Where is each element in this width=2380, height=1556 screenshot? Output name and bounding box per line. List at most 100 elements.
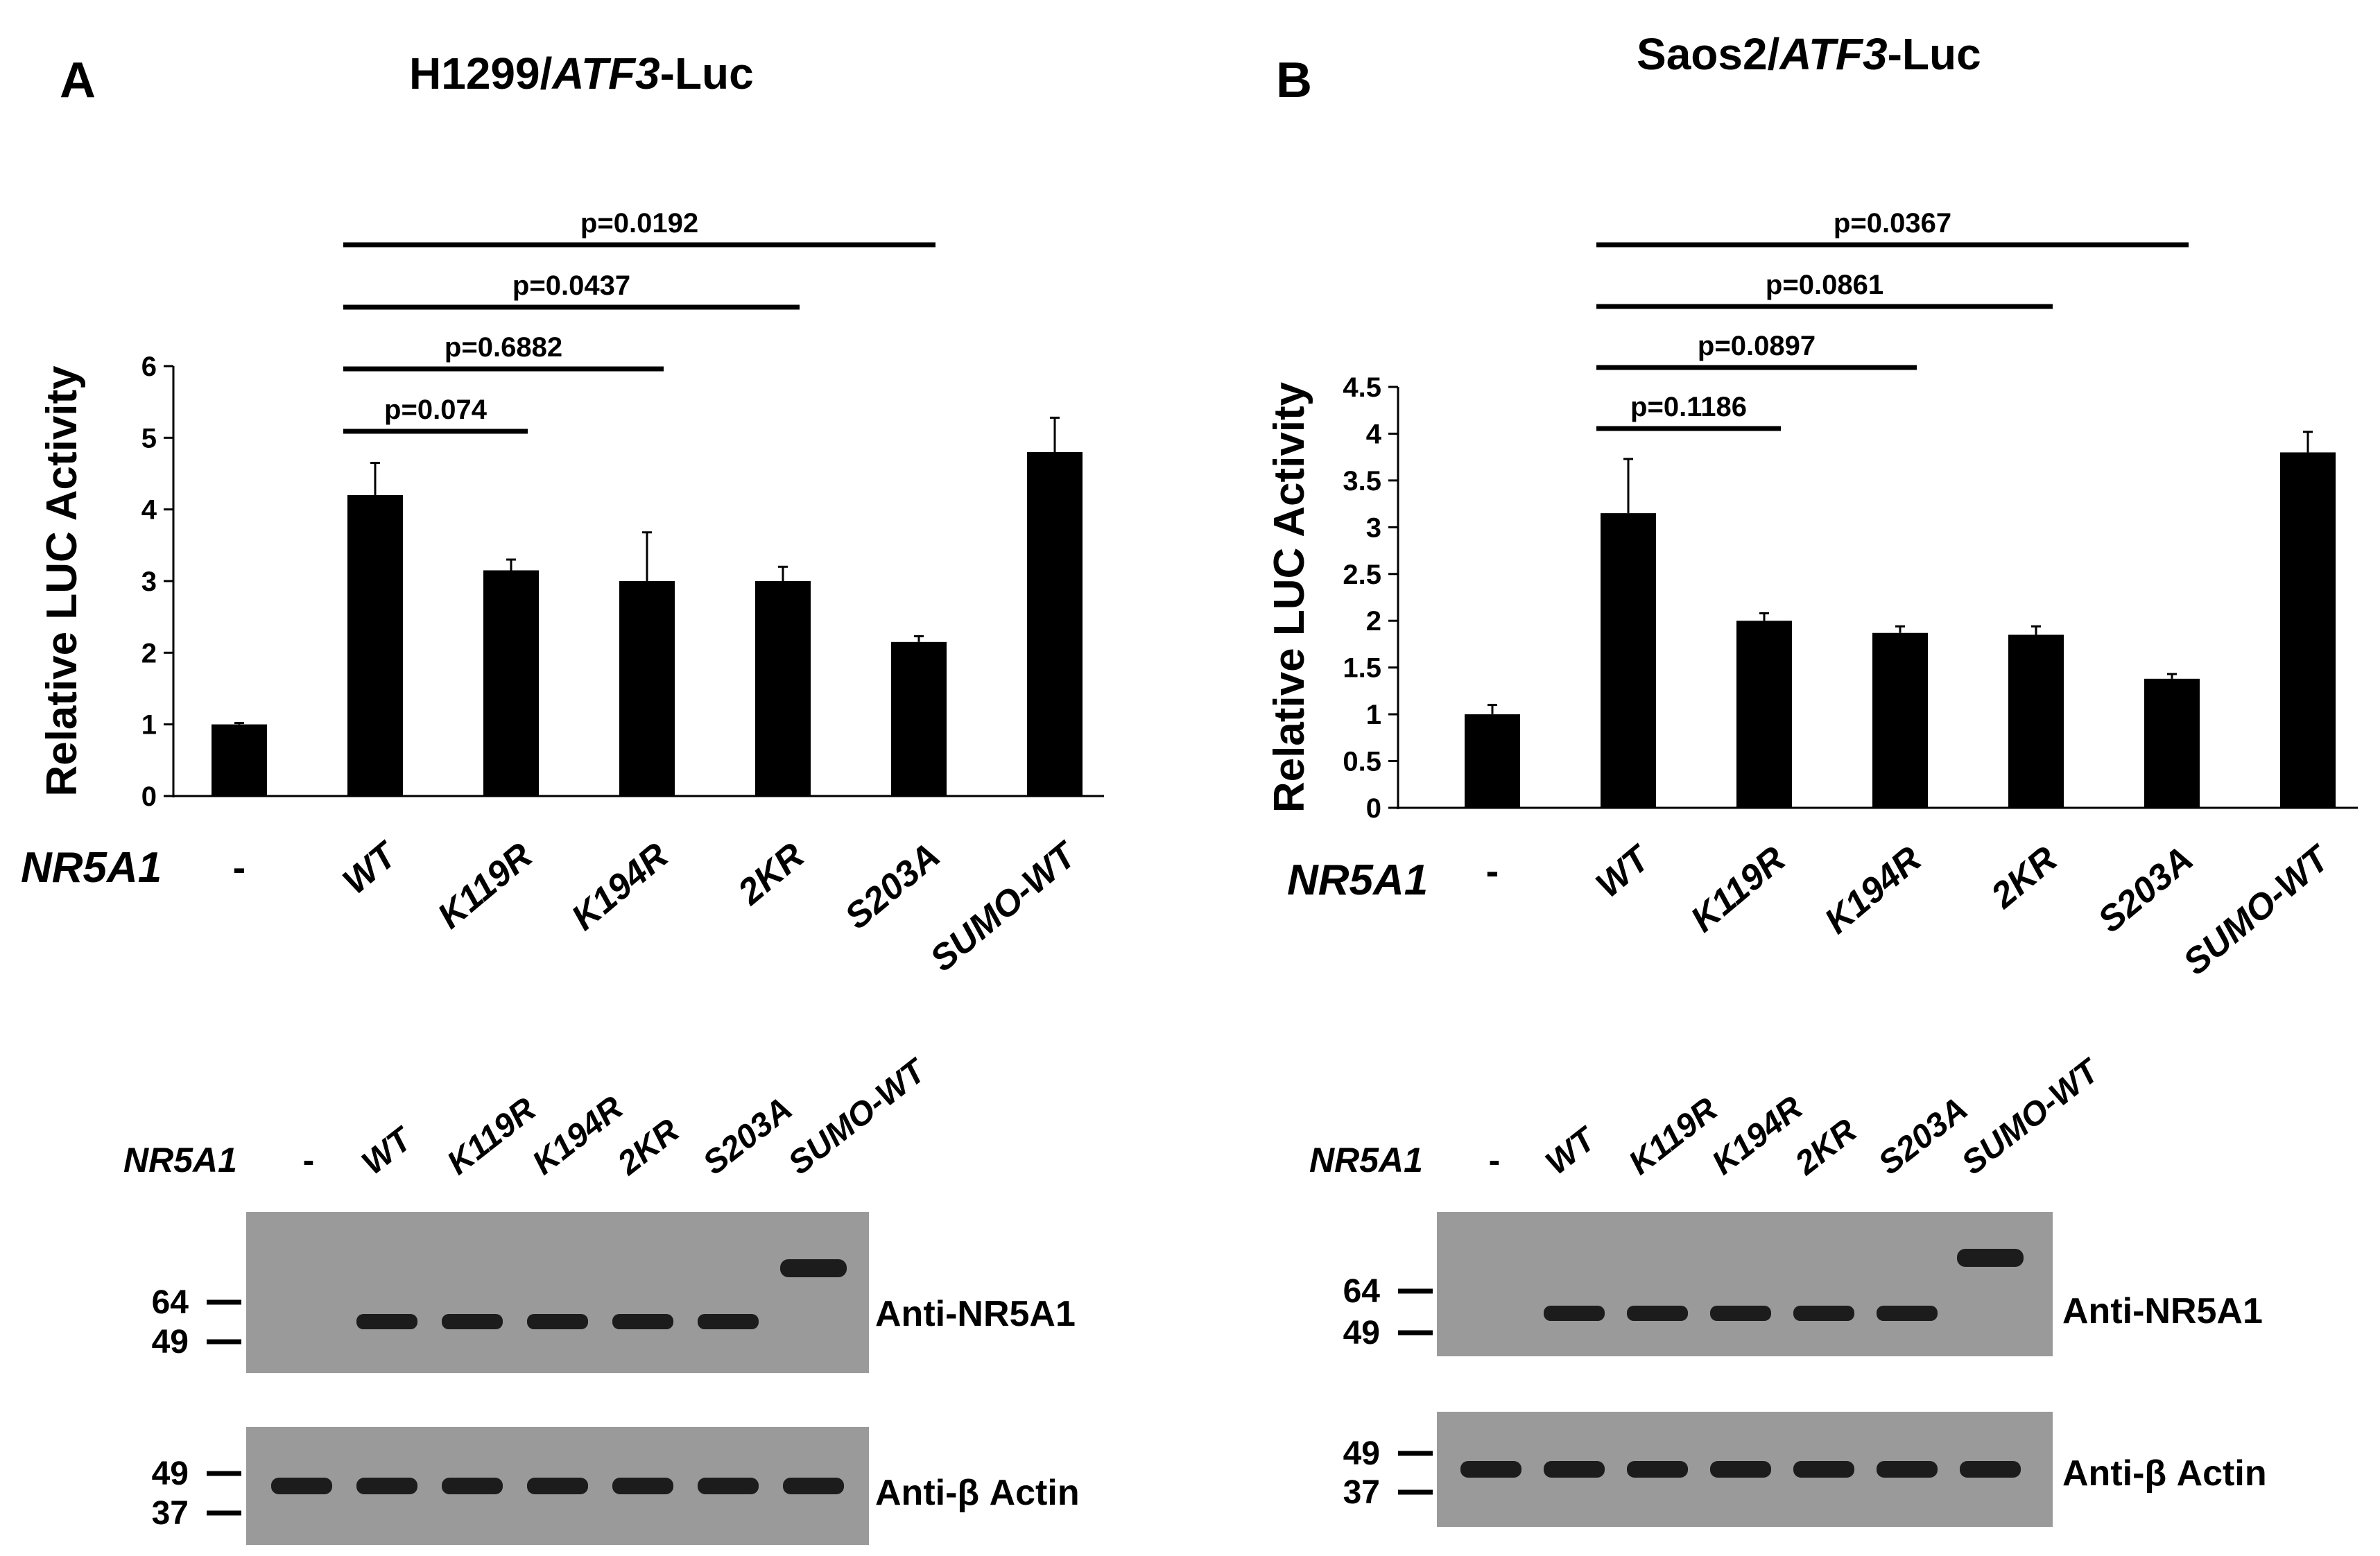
category-label: K194R xyxy=(564,835,676,938)
blot-band-actin xyxy=(356,1478,417,1494)
bar xyxy=(2280,452,2336,808)
blot-lane-label: - xyxy=(1489,1141,1501,1179)
antibody-label-nr5a1: Anti-NR5A1 xyxy=(875,1294,1076,1334)
category-label: K119R xyxy=(430,835,540,936)
blot-band-actin xyxy=(1877,1461,1938,1478)
significance-label: p=0.0437 xyxy=(512,270,630,301)
blot-band-actin xyxy=(612,1478,673,1494)
blot-band-actin xyxy=(271,1478,332,1494)
size-marker-label: 64 xyxy=(1343,1273,1381,1310)
blot-band-actin xyxy=(698,1478,759,1494)
bar xyxy=(1601,513,1656,808)
blot-gene-label: NR5A1 xyxy=(1309,1141,1423,1179)
category-label: WT xyxy=(1589,837,1659,906)
blot-band-actin xyxy=(1960,1461,2021,1478)
blot-band xyxy=(442,1314,503,1329)
blot-band xyxy=(698,1314,759,1329)
blot-band xyxy=(612,1314,673,1329)
blot-band xyxy=(1544,1306,1605,1321)
significance-label: p=0.0861 xyxy=(1766,270,1883,300)
blot-band-actin xyxy=(442,1478,503,1494)
blot-band-sumo xyxy=(1957,1249,2024,1267)
bar xyxy=(2008,634,2064,808)
blot-lane-label: - xyxy=(303,1141,315,1179)
significance-label: p=0.074 xyxy=(384,395,488,425)
category-label: - xyxy=(233,845,246,889)
category-label: S203A xyxy=(2091,839,2201,941)
blot-band xyxy=(1793,1306,1854,1321)
size-marker-label: 37 xyxy=(152,1495,189,1532)
panel-b-letter: B xyxy=(1276,53,1312,108)
bar xyxy=(619,581,675,796)
blot-lane-label: S203A xyxy=(1872,1091,1974,1182)
panel-a-title: H1299/ATF3-Luc xyxy=(409,49,754,98)
blot-band-actin xyxy=(1710,1461,1771,1478)
size-marker-label: 49 xyxy=(1343,1435,1380,1472)
y-tick-label: 1 xyxy=(141,710,157,741)
category-label: K119R xyxy=(1683,838,1793,940)
chart-b: 0 0.5 1 1.5 2 2.5 3 3.5 4 4.5 Relative LUC Activit… xyxy=(1266,208,2358,983)
y-tick-label: 2 xyxy=(141,638,157,668)
y-tick-label: 3 xyxy=(141,567,157,597)
y-axis-label: Relative LUC Activity xyxy=(1266,381,1313,813)
y-tick-label: 3 xyxy=(1366,512,1381,543)
y-tick-label: 6 xyxy=(141,352,157,382)
blot-band-actin xyxy=(1793,1461,1854,1478)
significance-label: p=0.6882 xyxy=(445,332,562,363)
blot-gene-label: NR5A1 xyxy=(123,1141,237,1179)
bar xyxy=(1465,714,1520,808)
category-label: 2KR xyxy=(1983,838,2065,916)
antibody-label-actin: Anti-β Actin xyxy=(875,1473,1080,1513)
blot-lane-label: K194R xyxy=(526,1089,630,1182)
y-tick-label: 3.5 xyxy=(1343,466,1381,496)
blot-band-actin xyxy=(783,1478,844,1494)
blot-band xyxy=(356,1314,417,1329)
bar xyxy=(483,570,539,796)
y-tick-label: 2.5 xyxy=(1343,560,1381,590)
blot-band-actin xyxy=(1460,1461,1521,1478)
blot-lane-label: K119R xyxy=(440,1091,543,1182)
y-tick-label: 1 xyxy=(1366,700,1381,730)
bar xyxy=(891,641,947,796)
y-tick-label: 4 xyxy=(141,495,157,526)
bar xyxy=(1736,621,1792,808)
category-label: WT xyxy=(336,833,406,902)
gene-label: NR5A1 xyxy=(21,844,162,892)
category-label: S203A xyxy=(838,836,948,937)
bar xyxy=(212,724,267,796)
size-marker-label: 49 xyxy=(152,1455,189,1492)
blot-band-actin xyxy=(527,1478,588,1494)
bar xyxy=(1027,452,1083,796)
category-label: - xyxy=(1486,849,1499,892)
size-marker-label: 64 xyxy=(152,1284,189,1321)
category-label: SUMO-WT xyxy=(2176,837,2339,983)
y-tick-label: 5 xyxy=(141,423,157,453)
y-axis-label: Relative LUC Activity xyxy=(38,365,86,797)
category-label: 2KR xyxy=(730,835,812,913)
blot-band xyxy=(527,1314,588,1329)
y-tick-label: 2 xyxy=(1366,606,1381,637)
y-tick-label: 4 xyxy=(1366,419,1382,449)
significance-label: p=0.1186 xyxy=(1630,392,1747,422)
bar xyxy=(755,581,811,796)
size-marker-label: 37 xyxy=(1343,1474,1380,1511)
blot-band xyxy=(1877,1306,1938,1321)
size-marker-label: 49 xyxy=(1343,1315,1380,1351)
blot-lane-label: K119R xyxy=(1622,1091,1725,1182)
blot-lane-label: SUMO-WT xyxy=(1955,1051,2107,1182)
bar xyxy=(2144,678,2200,808)
blot-band xyxy=(1627,1306,1688,1321)
significance-label: p=0.0192 xyxy=(580,208,698,239)
blot-lane-label: SUMO-WT xyxy=(782,1051,934,1182)
blot-lane-label: WT xyxy=(355,1120,420,1182)
panel-b-title: Saos2/ATF3-Luc xyxy=(1637,29,1981,79)
y-tick-label: 4.5 xyxy=(1343,372,1381,403)
category-label: SUMO-WT xyxy=(923,833,1086,980)
blot-lane-label: S203A xyxy=(696,1091,799,1182)
significance-label: p=0.0897 xyxy=(1698,331,1816,361)
significance-label: p=0.0367 xyxy=(1834,208,1951,239)
y-tick-label: 0.5 xyxy=(1343,747,1381,777)
antibody-label-actin: Anti-β Actin xyxy=(2062,1453,2267,1494)
y-tick-label: 0 xyxy=(141,781,157,812)
